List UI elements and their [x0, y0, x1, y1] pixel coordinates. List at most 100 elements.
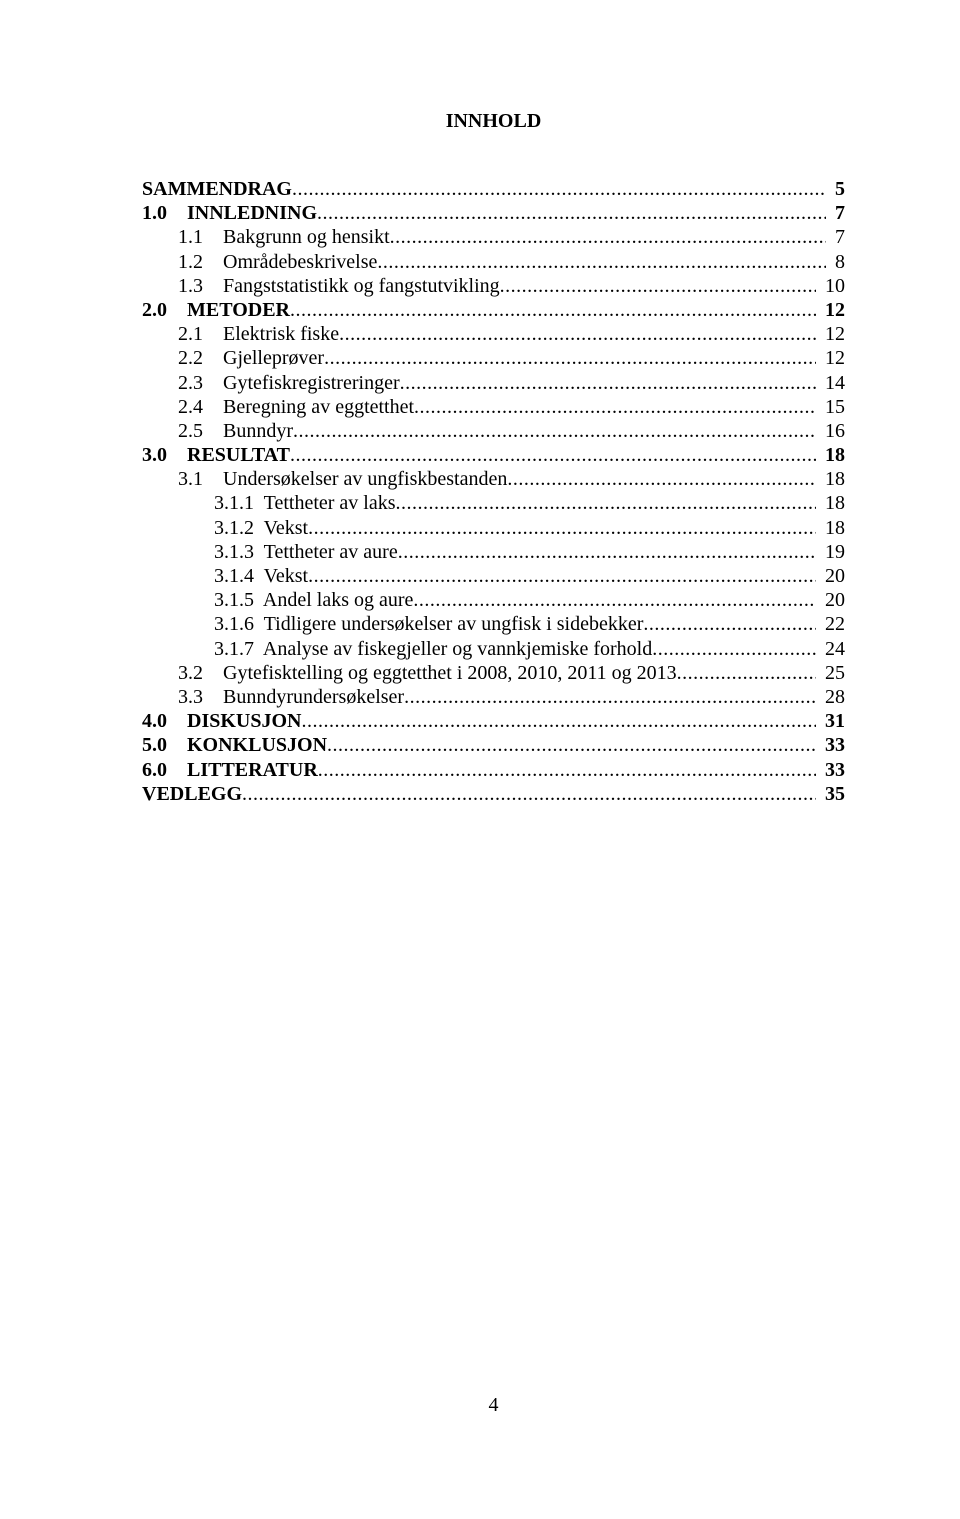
toc-entry: 3.1.1 Tettheter av laks 18 — [142, 493, 845, 513]
toc-entry: 1.0 INNLEDNING 7 — [142, 203, 845, 223]
toc-entry-label: 2.2 Gjelleprøver — [178, 348, 324, 368]
toc-leader — [404, 687, 816, 707]
toc-entry: 5.0 KONKLUSJON 33 — [142, 735, 845, 755]
toc-leader — [290, 445, 816, 465]
toc-entry: 2.5 Bunndyr 16 — [142, 421, 845, 441]
toc-entry-page: 18 — [816, 493, 845, 513]
toc-entry: 4.0 DISKUSJON 31 — [142, 711, 845, 731]
toc-leader — [500, 276, 816, 296]
toc-leader — [327, 735, 816, 755]
toc-entry-label: VEDLEGG — [142, 784, 242, 804]
toc-entry-page: 18 — [816, 445, 845, 465]
toc-entry-page: 7 — [826, 203, 845, 223]
toc-entry-label: 2.3 Gytefiskregistreringer — [178, 373, 400, 393]
toc-leader — [643, 614, 816, 634]
toc-entry-label: 3.1.7 Analyse av fiskegjeller og vannkje… — [214, 639, 652, 659]
toc-leader — [377, 252, 826, 272]
toc-entry: 6.0 LITTERATUR 33 — [142, 760, 845, 780]
toc-leader — [390, 227, 826, 247]
toc-entry-page: 35 — [816, 784, 845, 804]
toc-leader — [292, 179, 826, 199]
toc-leader — [413, 590, 816, 610]
toc-entry-page: 12 — [816, 348, 845, 368]
toc-entry: 1.3 Fangststatistikk og fangstutvikling … — [142, 276, 845, 296]
toc-leader — [308, 518, 816, 538]
toc-entry: 3.0 RESULTAT 18 — [142, 445, 845, 465]
toc-entry-label: 3.1.2 Vekst — [214, 518, 308, 538]
toc-entry-label: 1.0 INNLEDNING — [142, 203, 317, 223]
toc-entry-page: 20 — [816, 590, 845, 610]
toc-entry-page: 18 — [816, 469, 845, 489]
toc-entry-page: 33 — [816, 735, 845, 755]
toc-leader — [308, 566, 816, 586]
toc-entry-label: 3.1 Undersøkelser av ungfiskbestanden — [178, 469, 507, 489]
toc-entry-page: 12 — [816, 324, 845, 344]
toc-entry: 3.1 Undersøkelser av ungfiskbestanden 18 — [142, 469, 845, 489]
toc-entry-page: 25 — [816, 663, 845, 683]
toc-entry: 3.1.5 Andel laks og aure 20 — [142, 590, 845, 610]
toc-entry-label: 1.1 Bakgrunn og hensikt — [178, 227, 390, 247]
toc-entry-label: SAMMENDRAG — [142, 179, 292, 199]
toc-entry-page: 10 — [816, 276, 845, 296]
page-title: INNHOLD — [142, 110, 845, 133]
toc-entry-label: 2.5 Bunndyr — [178, 421, 293, 441]
toc-entry-page: 33 — [816, 760, 845, 780]
toc-entry-page: 19 — [816, 542, 845, 562]
toc-entry: 2.1 Elektrisk fiske 12 — [142, 324, 845, 344]
toc-entry-label: 5.0 KONKLUSJON — [142, 735, 327, 755]
toc-leader — [652, 639, 816, 659]
toc-entry-label: 3.1.4 Vekst — [214, 566, 308, 586]
toc-leader — [507, 469, 816, 489]
toc-entry: 3.1.3 Tettheter av aure 19 — [142, 542, 845, 562]
table-of-contents: SAMMENDRAG 51.0 INNLEDNING 71.1 Bakgrunn… — [142, 179, 845, 804]
toc-entry: 3.3 Bunndyrundersøkelser 28 — [142, 687, 845, 707]
toc-entry-page: 28 — [816, 687, 845, 707]
toc-entry: SAMMENDRAG 5 — [142, 179, 845, 199]
toc-entry-page: 31 — [816, 711, 845, 731]
toc-entry-label: 3.0 RESULTAT — [142, 445, 290, 465]
toc-entry-label: 1.3 Fangststatistikk og fangstutvikling — [178, 276, 500, 296]
toc-entry-label: 3.1.6 Tidligere undersøkelser av ungfisk… — [214, 614, 643, 634]
toc-leader — [414, 397, 816, 417]
toc-entry-page: 24 — [816, 639, 845, 659]
toc-entry: 2.4 Beregning av eggtetthet 15 — [142, 397, 845, 417]
toc-entry-label: 1.2 Områdebeskrivelse — [178, 252, 377, 272]
toc-entry-label: 3.3 Bunndyrundersøkelser — [178, 687, 404, 707]
toc-entry: 3.1.6 Tidligere undersøkelser av ungfisk… — [142, 614, 845, 634]
toc-leader — [339, 324, 816, 344]
toc-entry-page: 5 — [826, 179, 845, 199]
toc-entry: 3.1.2 Vekst 18 — [142, 518, 845, 538]
toc-entry: 3.1.7 Analyse av fiskegjeller og vannkje… — [142, 639, 845, 659]
toc-entry-label: 2.4 Beregning av eggtetthet — [178, 397, 414, 417]
toc-leader — [242, 784, 816, 804]
toc-leader — [293, 421, 816, 441]
toc-entry-page: 16 — [816, 421, 845, 441]
toc-leader — [317, 203, 826, 223]
toc-leader — [324, 348, 816, 368]
toc-leader — [677, 663, 816, 683]
toc-entry-label: 3.2 Gytefisktelling og eggtetthet i 2008… — [178, 663, 677, 683]
toc-leader — [396, 493, 816, 513]
toc-entry-page: 20 — [816, 566, 845, 586]
toc-entry: 2.2 Gjelleprøver 12 — [142, 348, 845, 368]
toc-entry: 3.2 Gytefisktelling og eggtetthet i 2008… — [142, 663, 845, 683]
toc-entry-label: 3.1.3 Tettheter av aure — [214, 542, 398, 562]
toc-entry-label: 2.1 Elektrisk fiske — [178, 324, 339, 344]
toc-leader — [318, 760, 816, 780]
toc-entry: 1.2 Områdebeskrivelse 8 — [142, 252, 845, 272]
toc-leader — [301, 711, 816, 731]
toc-entry: 1.1 Bakgrunn og hensikt 7 — [142, 227, 845, 247]
toc-entry-label: 3.1.1 Tettheter av laks — [214, 493, 396, 513]
toc-entry-page: 7 — [826, 227, 845, 247]
page-number: 4 — [142, 1394, 845, 1417]
toc-entry-label: 6.0 LITTERATUR — [142, 760, 318, 780]
toc-entry-page: 8 — [826, 252, 845, 272]
toc-entry-page: 12 — [816, 300, 845, 320]
toc-entry-label: 4.0 DISKUSJON — [142, 711, 301, 731]
toc-entry-label: 2.0 METODER — [142, 300, 290, 320]
toc-entry: 3.1.4 Vekst 20 — [142, 566, 845, 586]
toc-leader — [400, 373, 816, 393]
toc-entry-page: 14 — [816, 373, 845, 393]
toc-entry-page: 15 — [816, 397, 845, 417]
toc-entry-page: 18 — [816, 518, 845, 538]
